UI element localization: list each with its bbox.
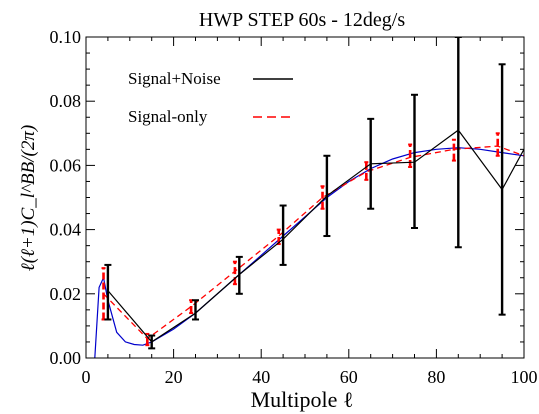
y-axis-label: ℓ(ℓ+1)C_l^BB/(2π) [18, 125, 39, 271]
x-axis-label: Multipole ℓ [251, 387, 354, 412]
y-tick-label: 0.06 [50, 155, 82, 175]
x-tick-label: 100 [511, 367, 538, 387]
legend: Signal+Noise Signal-only [128, 69, 293, 126]
y-tick-label: 0.10 [50, 27, 82, 47]
y-tick-label: 0.00 [50, 348, 82, 368]
legend-label: Signal+Noise [128, 69, 221, 88]
data-layer [94, 37, 524, 358]
y-tick-label: 0.04 [50, 220, 82, 240]
x-tick-label: 60 [340, 367, 358, 387]
y-tick-label: 0.08 [50, 91, 82, 111]
x-tick-label: 20 [165, 367, 183, 387]
x-tick-label: 0 [82, 367, 91, 387]
series-line-signal-noise [107, 129, 524, 343]
chart-title: HWP STEP 60s - 12deg/s [199, 9, 406, 31]
x-tick-label: 80 [427, 367, 445, 387]
legend-label: Signal-only [128, 107, 208, 126]
y-tick-label: 0.02 [50, 284, 82, 304]
series-line-signal-only [103, 145, 524, 340]
series-line-model-curve [94, 147, 524, 358]
plot-area: 0 20 40 60 80 100 0.00 0.02 0.04 0.06 0.08 0.10 [50, 27, 538, 387]
x-tick-label: 40 [252, 367, 270, 387]
